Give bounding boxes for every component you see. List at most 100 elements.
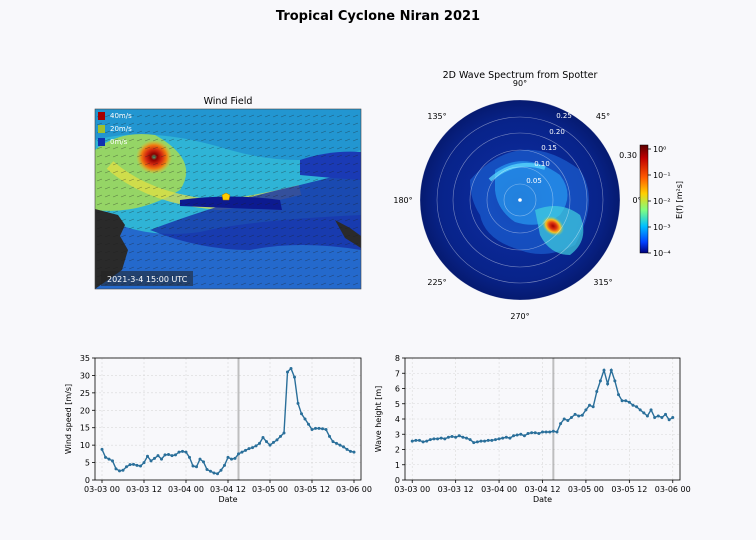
wind-data-point bbox=[226, 455, 230, 459]
wave-data-point bbox=[486, 438, 490, 442]
wave-data-point bbox=[580, 413, 584, 417]
wave-plot-frame bbox=[404, 357, 681, 481]
wave-data-point bbox=[649, 408, 653, 412]
wave-data-point bbox=[436, 437, 440, 441]
wind-data-point bbox=[233, 456, 237, 460]
wave-data-point bbox=[541, 430, 544, 434]
wind-data-point bbox=[335, 441, 338, 445]
radial-label-0.30: 0.30 bbox=[619, 151, 637, 160]
wave-data-point bbox=[569, 415, 573, 419]
colorbar-tick-4: 10⁻⁴ bbox=[653, 249, 671, 258]
wave-data-point bbox=[432, 437, 436, 441]
wave-data-point bbox=[519, 432, 523, 436]
wind-data-point bbox=[349, 449, 352, 453]
radial-label-0.15: 0.15 bbox=[541, 144, 557, 152]
wave-data-point bbox=[548, 430, 552, 434]
wind-data-point bbox=[237, 452, 240, 456]
wave-data-point bbox=[642, 411, 646, 415]
wind-data-point bbox=[342, 445, 345, 449]
wind-xlabel: Date bbox=[218, 495, 237, 504]
wind-data-point bbox=[223, 463, 226, 467]
spectrum-energy bbox=[470, 149, 589, 255]
wave-data-point bbox=[461, 435, 465, 439]
wave-data-point bbox=[414, 438, 418, 442]
wave-data-point bbox=[544, 430, 548, 434]
wave-xtick-label: 03-05 12 bbox=[611, 485, 647, 494]
wave-data-point bbox=[635, 405, 639, 409]
wave-data-point bbox=[653, 415, 657, 419]
wind-data-point bbox=[251, 446, 254, 450]
wave-data-point bbox=[613, 379, 617, 383]
wave-data-point bbox=[562, 417, 566, 421]
wave-data-point bbox=[421, 440, 425, 444]
direction-label-90: 90° bbox=[513, 79, 527, 88]
direction-label-45: 45° bbox=[596, 112, 610, 121]
wind-data-point bbox=[104, 455, 107, 459]
legend-swatch-0 bbox=[98, 138, 105, 146]
wave-data-point bbox=[559, 422, 563, 426]
radial-label-0.20: 0.20 bbox=[549, 128, 565, 136]
wind-data-point bbox=[100, 447, 104, 451]
wind-data-point bbox=[321, 427, 324, 431]
wind-data-point bbox=[244, 448, 247, 452]
wind-data-point bbox=[219, 468, 223, 472]
wave-ytick-label: 7 bbox=[395, 369, 400, 378]
wind-data-point bbox=[352, 450, 356, 454]
wind-xtick-label: 03-06 00 bbox=[336, 485, 372, 494]
wave-data-point bbox=[475, 440, 479, 444]
wave-data-point bbox=[450, 435, 454, 439]
wave-data-point bbox=[443, 437, 447, 441]
wave-data-point bbox=[515, 433, 519, 437]
wind-data-point bbox=[195, 465, 198, 469]
wave-data-point bbox=[667, 418, 671, 422]
wind-data-point bbox=[209, 469, 212, 473]
wave-data-point bbox=[468, 438, 472, 442]
wind-data-point bbox=[174, 453, 177, 457]
wind-data-point bbox=[167, 453, 170, 457]
spectrum-center-dot bbox=[518, 198, 522, 202]
wave-ytick-label: 5 bbox=[395, 400, 400, 409]
wind-data-point bbox=[307, 422, 310, 426]
wind-data-point bbox=[163, 453, 167, 457]
wave-ytick-label: 8 bbox=[395, 354, 400, 363]
figure-title: Tropical Cyclone Niran 2021 bbox=[276, 9, 480, 24]
wind-ytick-label: 15 bbox=[80, 424, 90, 433]
wind-data-point bbox=[121, 468, 125, 472]
wave-data-point bbox=[602, 368, 606, 372]
wind-xtick-label: 03-05 12 bbox=[294, 485, 330, 494]
wind-data-point bbox=[303, 417, 307, 421]
wind-data-point bbox=[275, 438, 279, 442]
wind-data-point bbox=[118, 469, 121, 473]
wave-data-point bbox=[417, 438, 421, 442]
wave-xtick-label: 03-04 00 bbox=[481, 485, 517, 494]
spectrum-grid bbox=[419, 99, 621, 301]
wave-data-point bbox=[522, 434, 526, 438]
wave-data-point bbox=[479, 439, 483, 443]
wave-data-point bbox=[620, 399, 624, 403]
wave-ytick-label: 2 bbox=[395, 446, 400, 455]
wave-data-point bbox=[671, 415, 675, 419]
wind-data-point bbox=[338, 443, 342, 447]
wind-ytick-label: 35 bbox=[80, 354, 90, 363]
wind-data-point bbox=[160, 457, 163, 461]
wave-ytick-label: 3 bbox=[395, 430, 400, 439]
wind-data-point bbox=[331, 440, 335, 444]
wind-data-point bbox=[146, 454, 149, 458]
wave-data-point bbox=[624, 399, 628, 403]
wind-ytick-label: 5 bbox=[85, 459, 90, 468]
wave-data-point bbox=[472, 441, 476, 445]
colorbar-label: E(f) [m²s] bbox=[675, 181, 684, 219]
wind-data-point bbox=[139, 464, 142, 468]
wave-data-point bbox=[530, 431, 534, 435]
wind-data-point bbox=[279, 434, 282, 438]
wave-data-point bbox=[504, 435, 508, 439]
spotter-buoy-marker bbox=[221, 192, 231, 201]
wind-data-point bbox=[300, 412, 303, 416]
wave-xtick-label: 03-03 12 bbox=[438, 485, 474, 494]
wind-data-point bbox=[114, 467, 118, 471]
wave-data-point bbox=[439, 436, 443, 440]
wave-data-point bbox=[551, 429, 555, 433]
wind-data-point bbox=[191, 464, 195, 468]
legend-swatch-20 bbox=[98, 125, 105, 133]
wind-data-point bbox=[156, 454, 160, 458]
